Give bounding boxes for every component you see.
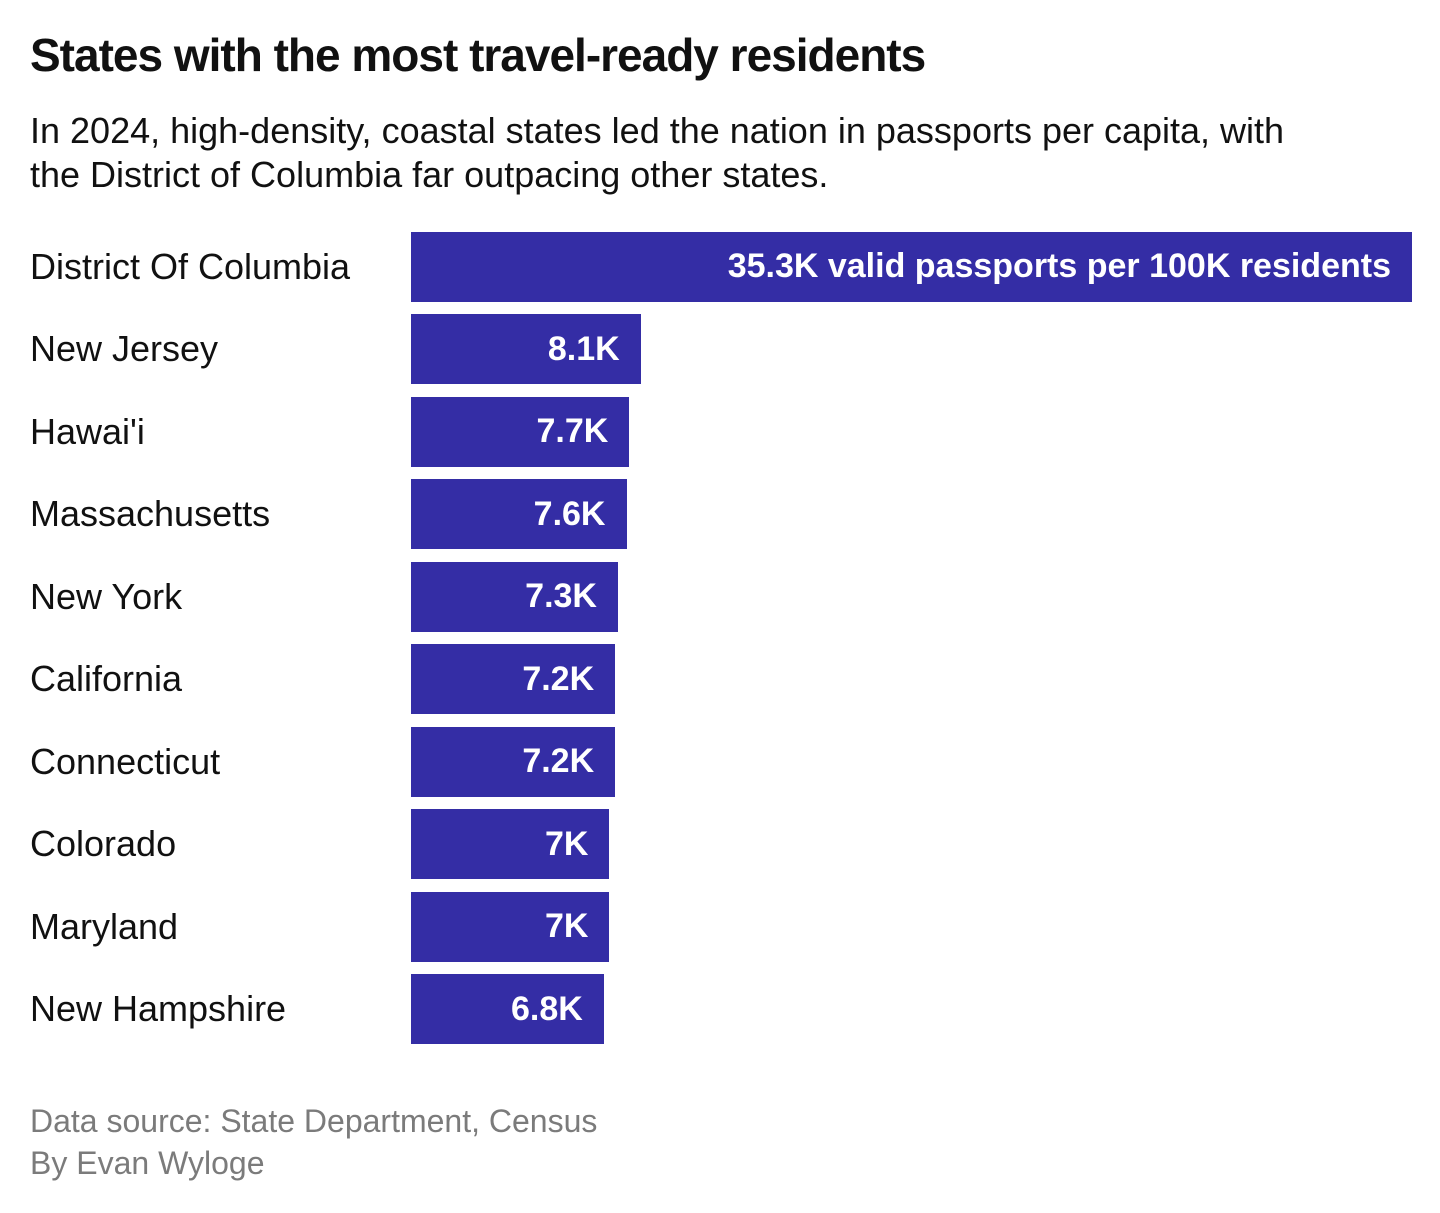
bar-category-label: New Hampshire <box>30 988 287 1030</box>
bar-value-label: 8.1K <box>547 329 620 368</box>
bar-category-label: Colorado <box>30 823 177 865</box>
bar-value-label: 7.6K <box>533 494 606 533</box>
bar-value-label: 7K <box>545 907 589 946</box>
bar: 7.3K <box>411 561 618 632</box>
bar-track: 7.3K <box>411 561 1412 632</box>
bar-value-label: 7.2K <box>522 659 595 698</box>
bar-row: Connecticut 7.2K <box>0 726 1440 797</box>
byline: By Evan Wyloge <box>30 1145 265 1182</box>
chart-footer: Data source: State Department, Census By… <box>30 1100 1410 1184</box>
bar-track: 7K <box>411 891 1412 962</box>
bar-category-label: Connecticut <box>30 740 221 782</box>
bar: 7.7K <box>411 396 630 467</box>
bar-category-label: California <box>30 658 183 700</box>
bar-chart: District Of Columbia 35.3K valid passpor… <box>0 231 1440 1045</box>
bar-row: California 7.2K <box>0 644 1440 715</box>
bar-track: 6.8K <box>411 974 1412 1045</box>
bar-track: 7K <box>411 809 1412 880</box>
bar-row: Massachusetts 7.6K <box>0 479 1440 550</box>
bar: 35.3K valid passports per 100K residents <box>411 231 1412 302</box>
bar-row: Maryland 7K <box>0 891 1440 962</box>
bar: 8.1K <box>411 314 641 385</box>
chart-title: States with the most travel-ready reside… <box>30 29 926 81</box>
bar-row: Colorado 7K <box>0 809 1440 880</box>
bar-category-label: Maryland <box>30 905 179 947</box>
bar-value-label: 7.3K <box>525 577 597 616</box>
bar-row: Hawai'i 7.7K <box>0 396 1440 467</box>
bar-row: New York 7.3K <box>0 561 1440 632</box>
data-source-note: Data source: State Department, Census <box>30 1103 598 1140</box>
bar-category-label: Massachusetts <box>30 493 271 535</box>
bar: 7.2K <box>411 726 616 797</box>
bar-value-label: 35.3K valid passports per 100K residents <box>727 247 1391 286</box>
bar: 7.2K <box>411 644 616 715</box>
bar-track: 7.2K <box>411 726 1412 797</box>
bar-track: 35.3K valid passports per 100K residents <box>411 231 1412 302</box>
bar: 7K <box>411 809 610 880</box>
bar-category-label: New York <box>30 575 183 617</box>
bar-track: 7.7K <box>411 396 1412 467</box>
bar-value-label: 7K <box>545 824 589 863</box>
bar-category-label: New Jersey <box>30 328 219 370</box>
bar-row: District Of Columbia 35.3K valid passpor… <box>0 231 1440 302</box>
bar-value-label: 7.7K <box>536 412 609 451</box>
bar: 7K <box>411 891 610 962</box>
bar: 6.8K <box>411 974 604 1045</box>
bar: 7.6K <box>411 479 627 550</box>
bar-row: New Hampshire 6.8K <box>0 974 1440 1045</box>
bar-value-label: 7.2K <box>522 742 595 781</box>
bar-track: 7.2K <box>411 644 1412 715</box>
bar-category-label: Hawai'i <box>30 410 145 452</box>
bar-category-label: District Of Columbia <box>30 245 351 287</box>
chart-subtitle: In 2024, high-density, coastal states le… <box>30 110 1285 196</box>
bar-row: New Jersey 8.1K <box>0 314 1440 385</box>
bar-value-label: 6.8K <box>510 989 583 1028</box>
bar-track: 8.1K <box>411 314 1412 385</box>
bar-track: 7.6K <box>411 479 1412 550</box>
